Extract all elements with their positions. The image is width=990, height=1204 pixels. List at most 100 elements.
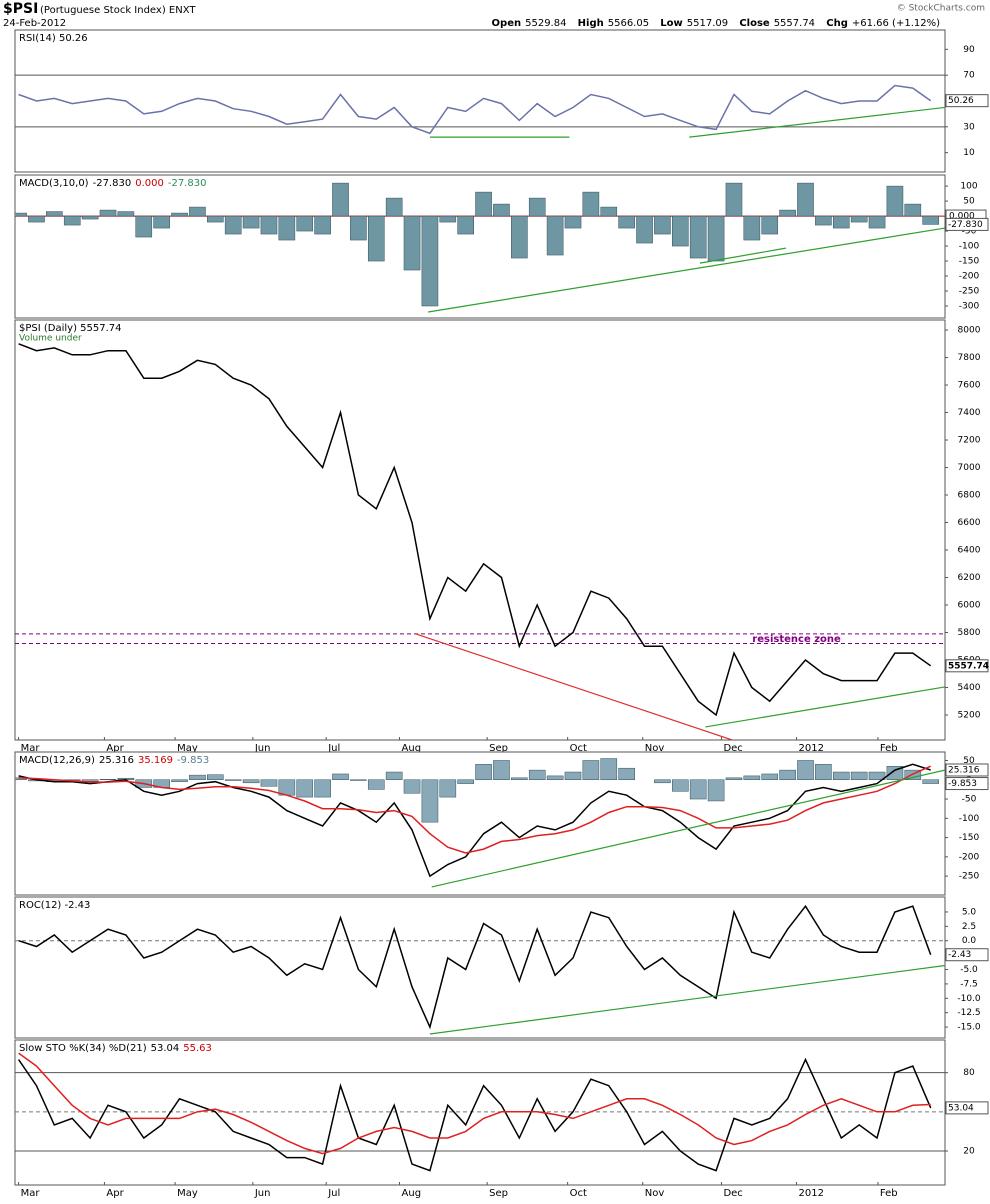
- histogram-bar: [618, 215, 635, 229]
- y-tick-label: -50: [962, 795, 977, 805]
- histogram-bar: [278, 779, 296, 796]
- histogram-bar: [224, 779, 242, 781]
- date: 24-Feb-2012: [3, 18, 66, 29]
- x-tick-label: Apr: [106, 743, 124, 754]
- y-tick-label: -150: [959, 257, 980, 267]
- histogram-bar: [528, 197, 546, 217]
- histogram-bar: [797, 760, 814, 781]
- histogram-bar: [511, 777, 528, 781]
- y-tick-label: -300: [959, 302, 980, 312]
- panel-title: Slow STO %K(34) %D(21) 53.04 55.63: [19, 1043, 212, 1054]
- panel-frame: [14, 896, 946, 1039]
- x-tick-label: Jun: [254, 743, 271, 754]
- histogram-bar: [832, 771, 850, 781]
- quote-value: 5529.84: [525, 18, 566, 29]
- x-tick-label: Jul: [327, 743, 340, 754]
- plot-area: [15, 758, 945, 888]
- histogram-bar: [81, 215, 99, 220]
- histogram-bar: [153, 215, 170, 229]
- trendline: [689, 106, 945, 138]
- histogram-bar: [850, 215, 868, 223]
- y-tick-label: -50: [962, 227, 977, 237]
- panel-title: MACD(12,26,9) 25.316 35.169 -9.853: [19, 755, 209, 766]
- annotation: resistence zone: [752, 634, 841, 645]
- legend-value: -27.830: [93, 178, 132, 189]
- series-line: [18, 1052, 931, 1155]
- histogram-bar: [439, 779, 457, 798]
- panel-frame: [14, 1039, 946, 1186]
- value-box-label: 0.000: [949, 212, 975, 222]
- y-tick-label: -12.5: [957, 1008, 980, 1018]
- series-line: [18, 765, 931, 854]
- legend-value: -9.853: [177, 755, 209, 766]
- legend-value: 0.000: [135, 178, 164, 189]
- y-tick-label: -200: [959, 852, 980, 862]
- y-tick-label: -15.0: [957, 1023, 981, 1033]
- histogram-bar: [15, 212, 27, 217]
- histogram-bar: [582, 760, 600, 781]
- y-tick-label: 7400: [958, 408, 981, 418]
- histogram-bar: [636, 215, 653, 244]
- histogram-bar: [385, 197, 403, 217]
- panel-title: ROC(12) -2.43: [19, 900, 90, 911]
- histogram-bar: [171, 779, 188, 782]
- trendline: [705, 686, 945, 728]
- quote-label: Chg: [826, 18, 848, 29]
- value-box-label: -9.853: [948, 779, 977, 789]
- x-tick-label: 2012: [799, 743, 824, 754]
- histogram-bar: [278, 215, 296, 241]
- histogram-bar: [260, 779, 278, 787]
- histogram-bar: [868, 771, 886, 781]
- panel-title-text: $PSI (Daily) 5557.74: [19, 323, 122, 334]
- plot-area: [15, 904, 945, 1035]
- histogram-bar: [207, 774, 224, 781]
- y-tick-label: 50: [963, 756, 975, 766]
- histogram-bar: [654, 779, 671, 784]
- histogram-bar: [314, 215, 331, 235]
- y-tick-label: 2.5: [962, 922, 976, 932]
- index-name: (Portuguese Stock Index) ENXT: [40, 5, 196, 16]
- trendline: [428, 227, 945, 313]
- y-tick-label: 20: [963, 1147, 975, 1157]
- credit: © StockCharts.com: [897, 4, 985, 14]
- panel-title-text: RSI(14) 50.26: [19, 33, 88, 44]
- y-tick-label: 100: [960, 182, 977, 192]
- y-tick-label: 70: [963, 71, 975, 81]
- trendline: [415, 633, 733, 740]
- x-tick-label: Jul: [327, 1188, 340, 1199]
- plot-area: [15, 1052, 945, 1172]
- quote-value: +61.66 (+1.12%): [852, 18, 940, 29]
- histogram-bar: [135, 215, 153, 238]
- x-tick-label: Apr: [106, 1188, 124, 1199]
- quote-label: High: [578, 18, 604, 29]
- histogram-bar: [779, 769, 796, 781]
- x-tick-label: Jun: [254, 1188, 271, 1199]
- histogram-bar: [314, 779, 331, 798]
- plot-area: [15, 74, 945, 138]
- histogram-bar: [546, 775, 564, 781]
- panel-title-text: ROC(12) -2.43: [19, 900, 90, 911]
- histogram-bar: [421, 779, 439, 823]
- panel-title-text: Slow STO %K(34) %D(21): [19, 1043, 147, 1054]
- y-tick-label: 0.0: [962, 936, 977, 946]
- value-box-label: -2.43: [948, 950, 971, 960]
- panel: 5.02.50.0-2.5-5.0-7.5-10.0-12.5-15.0-2.4…: [14, 896, 989, 1039]
- y-tick-label: -100: [959, 242, 980, 252]
- y-tick-label: 7200: [958, 436, 981, 446]
- histogram-bar: [63, 215, 81, 226]
- legend-value: 53.04: [151, 1043, 180, 1054]
- y-tick-label: -100: [959, 814, 980, 824]
- histogram-bar: [797, 182, 814, 217]
- series-line: [17, 1057, 932, 1172]
- histogram-bar: [761, 773, 779, 781]
- histogram-bar: [457, 215, 474, 235]
- y-tick-label: 6600: [958, 518, 981, 528]
- histogram-bar: [600, 758, 618, 781]
- panel-title-text: MACD(12,26,9): [19, 755, 95, 766]
- y-tick-label: 7600: [958, 381, 981, 391]
- legend-value: 25.316: [99, 755, 134, 766]
- histogram-bar: [350, 215, 367, 241]
- y-tick-label: 80: [963, 1068, 975, 1078]
- histogram-bar: [367, 779, 385, 790]
- histogram-bar: [832, 215, 850, 229]
